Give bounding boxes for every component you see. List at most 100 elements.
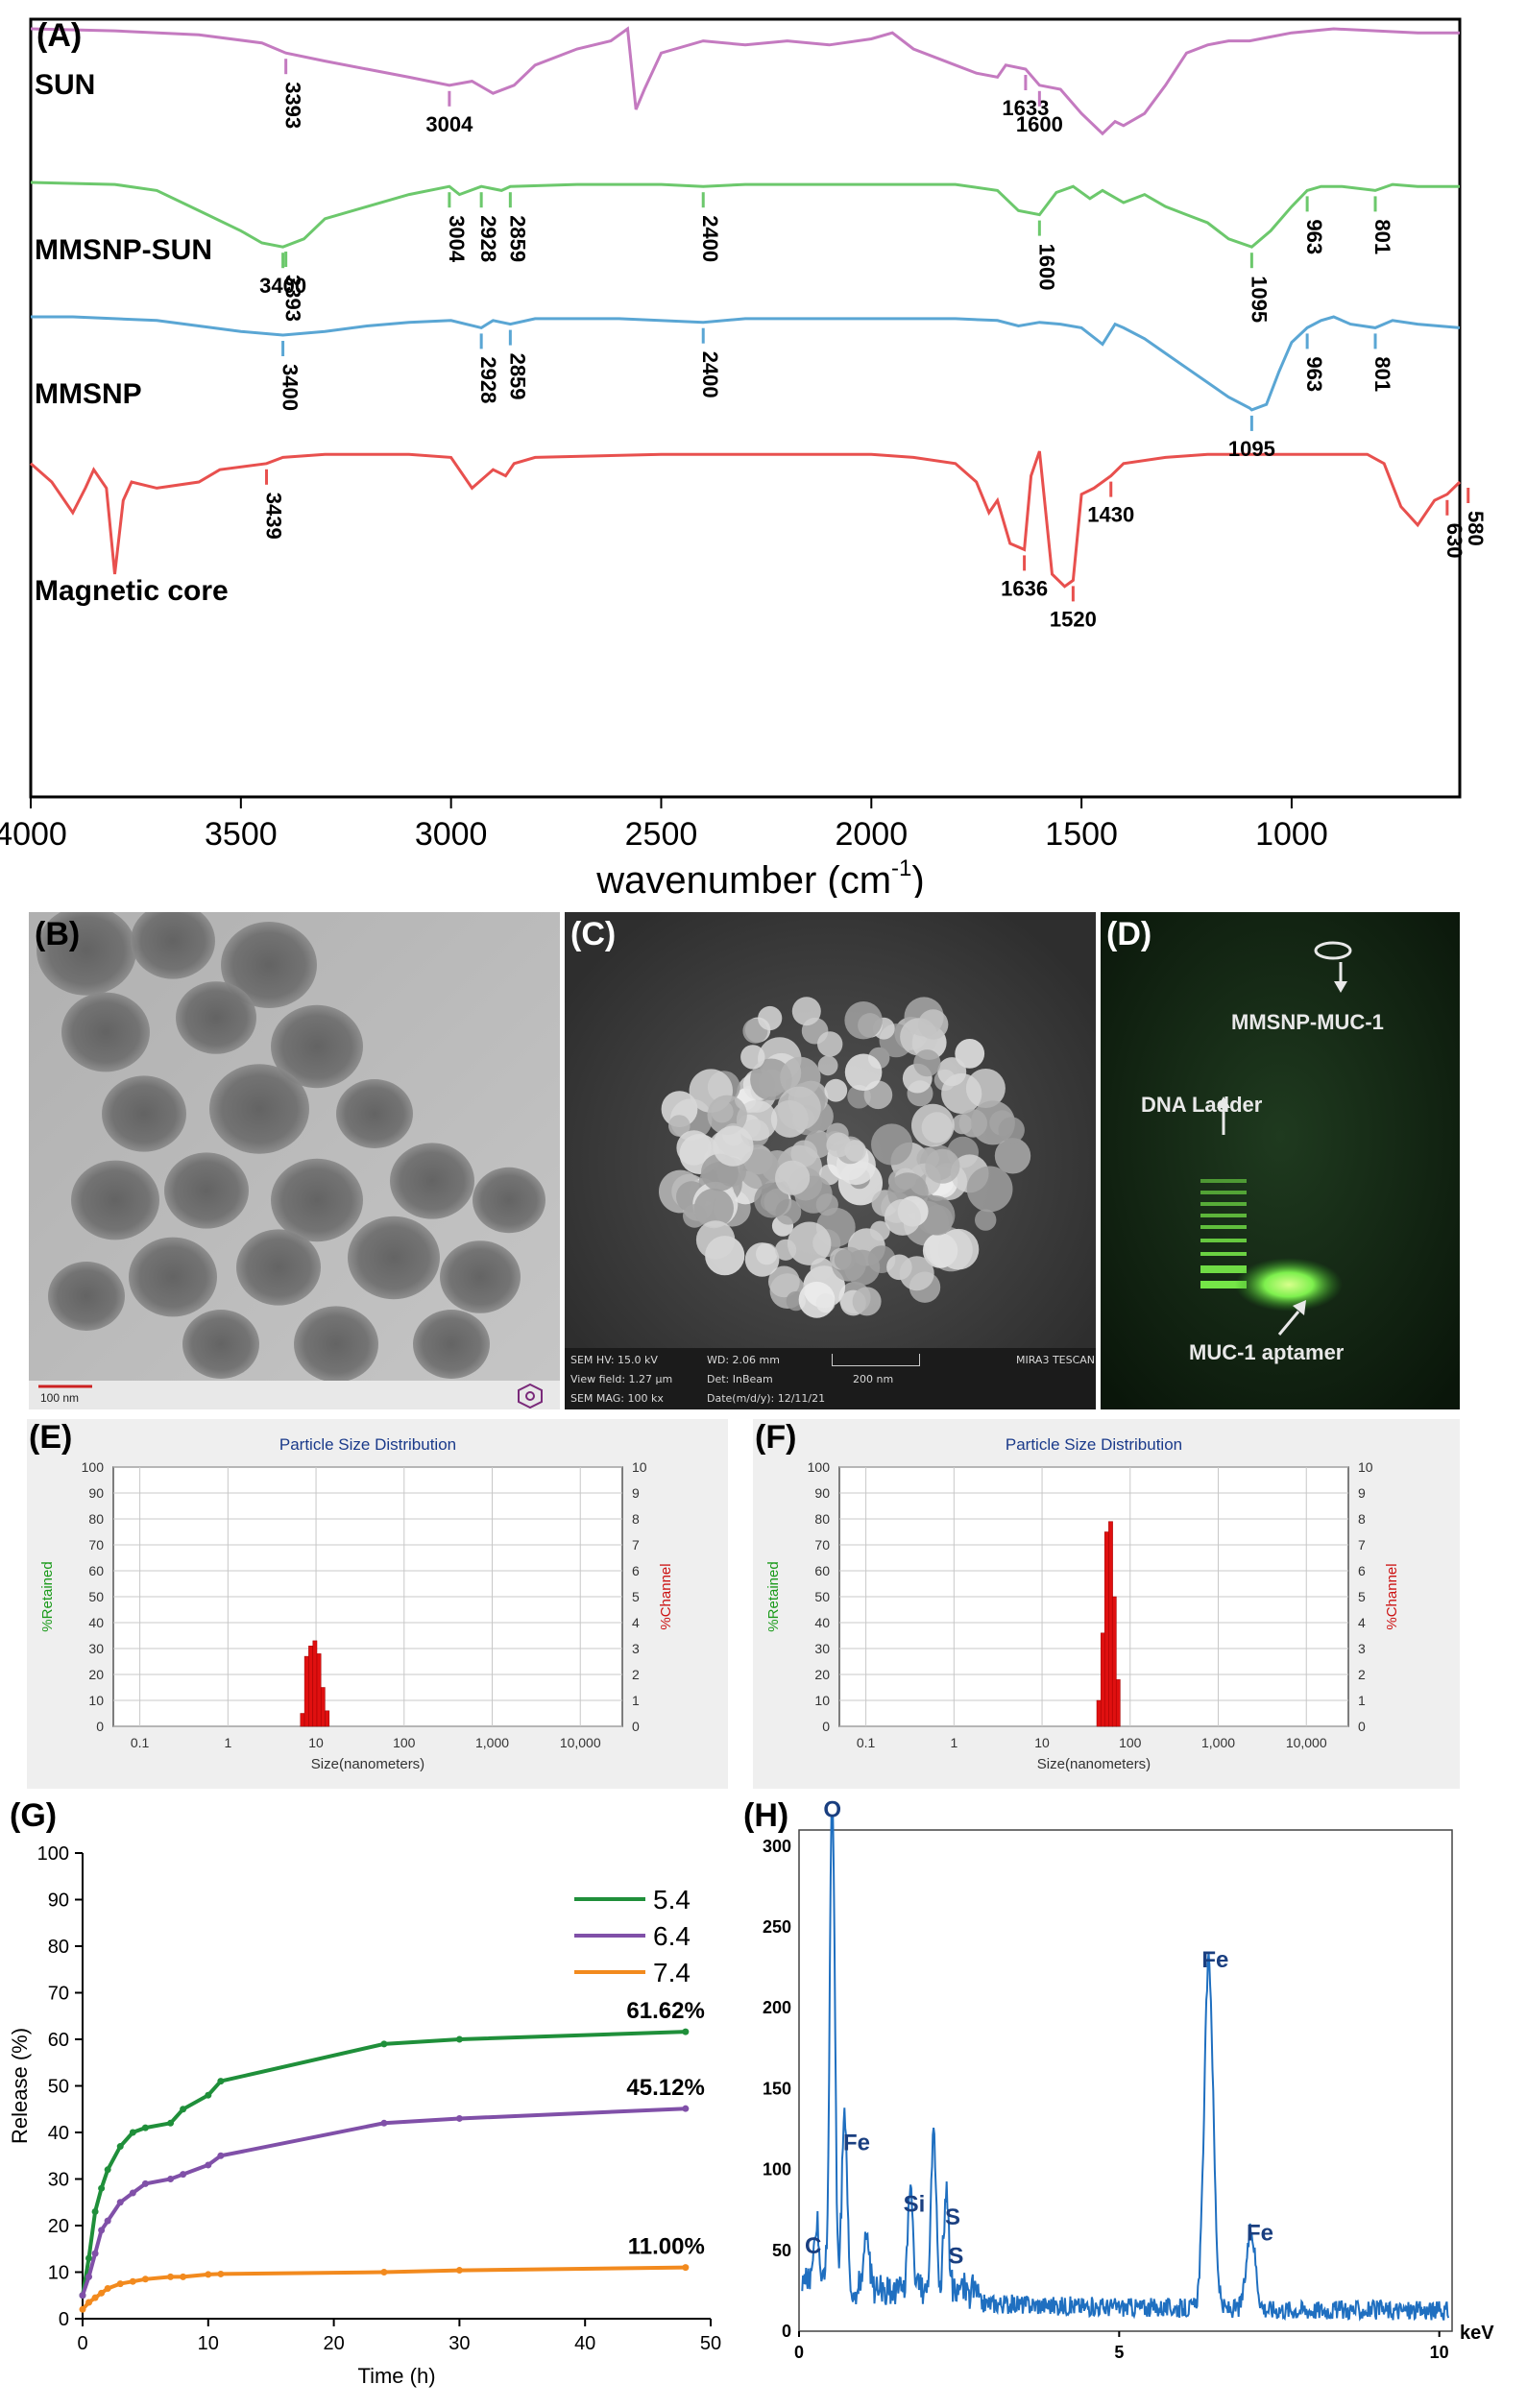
psd-e-bin bbox=[320, 1687, 326, 1727]
sem-grain bbox=[777, 1086, 821, 1130]
ladder-band bbox=[1200, 1179, 1247, 1183]
svg-text:1636: 1636 bbox=[1001, 576, 1048, 600]
sem-grain bbox=[899, 1256, 934, 1291]
tem-particle bbox=[131, 912, 215, 979]
psd-e-x-tick: 0.1 bbox=[131, 1735, 150, 1750]
eds-peak-label: Si bbox=[904, 2191, 926, 2217]
psd-chart-e: 0 10 20 30 40 50 60 70 80 90 100 0 1 2 3 4 5 6 7 8 9 10 0.1 1 10… bbox=[39, 1435, 674, 1772]
ftir-x-tick-label: 4000 bbox=[0, 816, 67, 853]
psd-e-left-tick: 20 bbox=[88, 1667, 104, 1682]
svg-text:801: 801 bbox=[1370, 219, 1394, 254]
psd-f-left-tick: 90 bbox=[814, 1485, 830, 1501]
sem-grain bbox=[758, 1005, 783, 1031]
gel-label-top: MMSNP-MUC-1 bbox=[1231, 1010, 1384, 1034]
tem-particle bbox=[221, 922, 317, 1008]
sem-grain bbox=[739, 1148, 780, 1190]
sem-grain bbox=[994, 1138, 1031, 1174]
tem-particle bbox=[61, 992, 150, 1072]
release-y-tick-label: 80 bbox=[48, 1937, 69, 1958]
psd-f-left-tick: 80 bbox=[814, 1511, 830, 1527]
sem-grain bbox=[815, 1193, 838, 1216]
psd-e-right-tick: 1 bbox=[632, 1693, 640, 1708]
psd-e-x-tick: 1,000 bbox=[475, 1735, 509, 1750]
psd-e-bin bbox=[300, 1713, 305, 1727]
psd-e-right-tick: 9 bbox=[632, 1485, 640, 1501]
psd-f-left-tick: 0 bbox=[822, 1719, 830, 1734]
eds-y-tick: 0 bbox=[782, 2322, 791, 2341]
psd-e-ylabel-left: %Retained bbox=[39, 1561, 56, 1631]
release-point bbox=[217, 2152, 225, 2159]
release-point bbox=[104, 2217, 111, 2225]
tem-particle bbox=[271, 1004, 363, 1089]
psd-e-ylabel-right: %Channel bbox=[658, 1563, 674, 1629]
svg-text:1520: 1520 bbox=[1050, 607, 1097, 631]
tem-particle bbox=[348, 1216, 440, 1300]
sem-grain bbox=[775, 1239, 797, 1261]
sem-grain bbox=[871, 1123, 913, 1166]
psd-e-x-tick: 1 bbox=[224, 1735, 231, 1750]
tem-particle bbox=[440, 1240, 521, 1313]
ftir-peak-label: 3393 bbox=[281, 59, 305, 129]
psd-f-left-tick: 100 bbox=[808, 1459, 831, 1475]
sem-grain bbox=[817, 1031, 843, 1057]
release-point bbox=[180, 2273, 187, 2280]
release-ylabel: Release (%) bbox=[8, 2028, 32, 2144]
tem-particle bbox=[102, 1075, 186, 1152]
release-point bbox=[104, 2284, 111, 2292]
release-chart: 0 10 20 30 40 50 60 70 80 90 100 0 10 20 30 40 50 Time (h… bbox=[8, 1843, 721, 2388]
psd-f-right-tick: 2 bbox=[1358, 1667, 1366, 1682]
tem-particle bbox=[413, 1310, 490, 1379]
tem-particle bbox=[71, 1160, 159, 1240]
psd-e-right-tick: 6 bbox=[632, 1563, 640, 1578]
release-point bbox=[79, 2305, 86, 2313]
panel-f-label: (F) bbox=[755, 1419, 797, 1456]
sem-grain bbox=[661, 1091, 698, 1127]
ftir-peak-label: 1600 bbox=[1016, 90, 1063, 136]
sem-grain bbox=[791, 997, 821, 1026]
sem-grain bbox=[925, 1148, 960, 1184]
release-series-5.4 bbox=[81, 2030, 686, 2297]
ftir-series-3 bbox=[31, 315, 1461, 412]
psd-e-left-tick: 60 bbox=[88, 1563, 104, 1578]
sem-grain bbox=[695, 1220, 736, 1260]
sem-grain bbox=[824, 1078, 848, 1102]
ftir-series-4 bbox=[30, 450, 1462, 589]
panel-g-label: (G) bbox=[10, 1797, 58, 1834]
psd-e-left-tick: 0 bbox=[96, 1719, 104, 1734]
panel-e: 0 10 20 30 40 50 60 70 80 90 100 0 1 2 3 4 5 6 7 8 9 10 0.1 1 10… bbox=[27, 1419, 728, 1789]
release-point bbox=[91, 2207, 99, 2215]
sem-grain bbox=[937, 1057, 967, 1087]
release-y-tick-label: 30 bbox=[48, 2170, 69, 2191]
psd-f-left-tick: 10 bbox=[814, 1693, 830, 1708]
legend-label: 5.4 bbox=[653, 1885, 691, 1914]
sem-grain bbox=[998, 1117, 1025, 1144]
release-y-tick-label: 60 bbox=[48, 2030, 69, 2051]
release-point bbox=[167, 2176, 175, 2182]
panel-a-label: (A) bbox=[36, 17, 83, 54]
sem-grain bbox=[736, 1099, 778, 1142]
ftir-peak-label: 1430 bbox=[1087, 481, 1134, 527]
psd-chart-f: 0 10 20 30 40 50 60 70 80 90 100 0 1 2 3 4 5 6 7 8 9 10 0.1 1 10… bbox=[765, 1435, 1400, 1772]
tem-particle bbox=[236, 1229, 321, 1306]
release-point bbox=[205, 2091, 212, 2099]
sem-grain bbox=[676, 1130, 712, 1166]
ftir-peak-label: 580 bbox=[1464, 488, 1488, 546]
release-point bbox=[180, 2171, 187, 2179]
sem-view: View field: 1.27 μm bbox=[570, 1373, 673, 1385]
psd-f-right-tick: 4 bbox=[1358, 1615, 1366, 1630]
panel-d-gel-image: MMSNP-MUC-1 DNA Ladder MUC-1 aptamer (D) bbox=[1101, 912, 1460, 1409]
psd-e-left-tick: 30 bbox=[88, 1641, 104, 1656]
eds-x-tick-label: 0 bbox=[794, 2343, 804, 2362]
ftir-peak-label: 3004 bbox=[445, 192, 469, 263]
psd-e-bin bbox=[316, 1653, 322, 1727]
psd-f-title: Particle Size Distribution bbox=[1006, 1435, 1182, 1454]
eds-y-tick: 50 bbox=[772, 2241, 791, 2260]
release-point bbox=[129, 2129, 136, 2136]
svg-text:3393: 3393 bbox=[281, 275, 305, 322]
release-point bbox=[141, 2124, 149, 2131]
panel-h: 0 50 100 150 200 250 300 0 5 10 keV O Fe C Si S S Fe Fe (H… bbox=[739, 1795, 1527, 2403]
eds-chart: 0 50 100 150 200 250 300 0 5 10 keV O Fe C Si SS Fe Fe bbox=[763, 1797, 1494, 2362]
ladder-band bbox=[1200, 1191, 1247, 1194]
svg-text:630: 630 bbox=[1442, 523, 1466, 559]
